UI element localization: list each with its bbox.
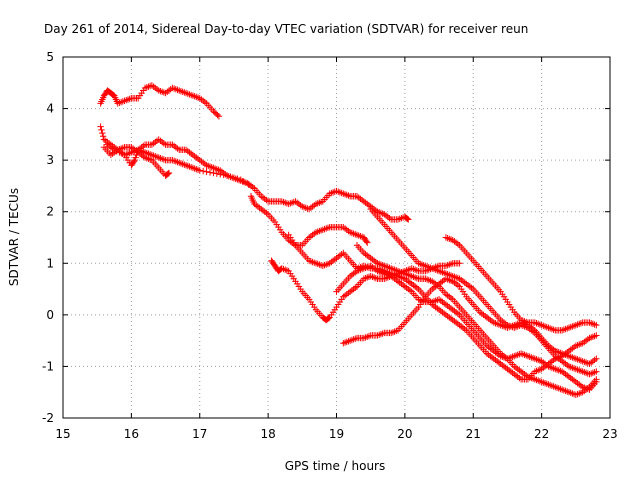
- data-point: [223, 172, 231, 179]
- grid: [63, 57, 610, 418]
- data-point: [456, 260, 463, 267]
- x-tick-label: 19: [329, 427, 344, 441]
- y-tick-label: -2: [42, 411, 54, 425]
- x-tick-label: 22: [534, 427, 549, 441]
- x-tick-label: 15: [55, 427, 70, 441]
- series-track-f: [285, 231, 600, 383]
- data-point: [206, 169, 214, 176]
- y-tick-label: 2: [46, 205, 54, 219]
- data-point: [364, 274, 371, 281]
- data-point: [215, 113, 223, 120]
- x-axis-label: GPS time / hours: [285, 459, 386, 473]
- data-point: [404, 215, 411, 223]
- series-track-k: [367, 205, 600, 378]
- data-point: [282, 199, 289, 206]
- x-tick-label: 20: [397, 427, 412, 441]
- data-point: [589, 369, 597, 377]
- data-point: [99, 133, 107, 140]
- data-point: [203, 168, 210, 175]
- y-axis-label: SDTVAR / TECUs: [7, 188, 21, 286]
- data-point: [214, 111, 221, 119]
- data-point: [329, 189, 337, 196]
- data-point: [247, 182, 255, 190]
- y-tick-label: 0: [46, 308, 54, 322]
- series-track-b: [97, 123, 412, 223]
- data-point: [593, 376, 600, 383]
- data-point: [405, 216, 412, 223]
- data-point: [593, 321, 600, 329]
- data-point: [377, 330, 385, 338]
- data-point: [403, 214, 410, 222]
- y-tick-label: 1: [46, 256, 54, 270]
- data-point: [196, 167, 203, 174]
- data-point: [446, 261, 453, 268]
- data-point: [363, 238, 370, 245]
- data-point: [227, 173, 234, 180]
- data-point: [234, 175, 241, 182]
- data-point: [230, 174, 238, 181]
- data-point: [589, 320, 597, 328]
- chart-title: Day 261 of 2014, Sidereal Day-to-day VTE…: [44, 22, 528, 36]
- x-tick-label: 18: [260, 427, 275, 441]
- data-point: [210, 169, 217, 177]
- data-point: [199, 167, 207, 175]
- data-point: [98, 126, 105, 134]
- data-point: [325, 314, 333, 322]
- series-track-a: [97, 82, 223, 120]
- y-tick-label: 4: [46, 102, 54, 116]
- data-point: [364, 239, 371, 246]
- data-point: [220, 171, 227, 179]
- data-point: [97, 123, 104, 130]
- data-point: [130, 158, 138, 165]
- series-track-h: [333, 262, 600, 393]
- series-track-i: [353, 242, 600, 398]
- data-point: [593, 368, 600, 375]
- data-point: [217, 171, 224, 178]
- x-tick-label: 23: [602, 427, 617, 441]
- x-tick-label: 21: [466, 427, 481, 441]
- x-axis-ticks: 15 16 17 18 19 20 21 22 23: [55, 57, 618, 441]
- data-point: [593, 332, 600, 339]
- data-point: [391, 328, 398, 335]
- y-tick-label: 3: [46, 153, 54, 167]
- x-tick-label: 16: [124, 427, 139, 441]
- data-point: [164, 170, 172, 177]
- y-tick-label: -1: [42, 359, 54, 373]
- series-track-l: [442, 234, 600, 334]
- y-axis-ticks: -2 -1 0 1 2 3 4 5: [42, 50, 610, 425]
- y-tick-label: 5: [46, 50, 54, 64]
- data-point: [165, 169, 173, 177]
- x-tick-label: 17: [192, 427, 207, 441]
- data-point: [370, 274, 378, 281]
- data-point: [593, 355, 600, 362]
- data-point: [213, 170, 221, 177]
- series-track-d: [104, 141, 255, 190]
- data-points: [97, 82, 600, 398]
- data-point: [282, 266, 289, 273]
- data-point: [411, 266, 419, 273]
- data-point: [364, 333, 371, 340]
- data-point: [99, 129, 106, 137]
